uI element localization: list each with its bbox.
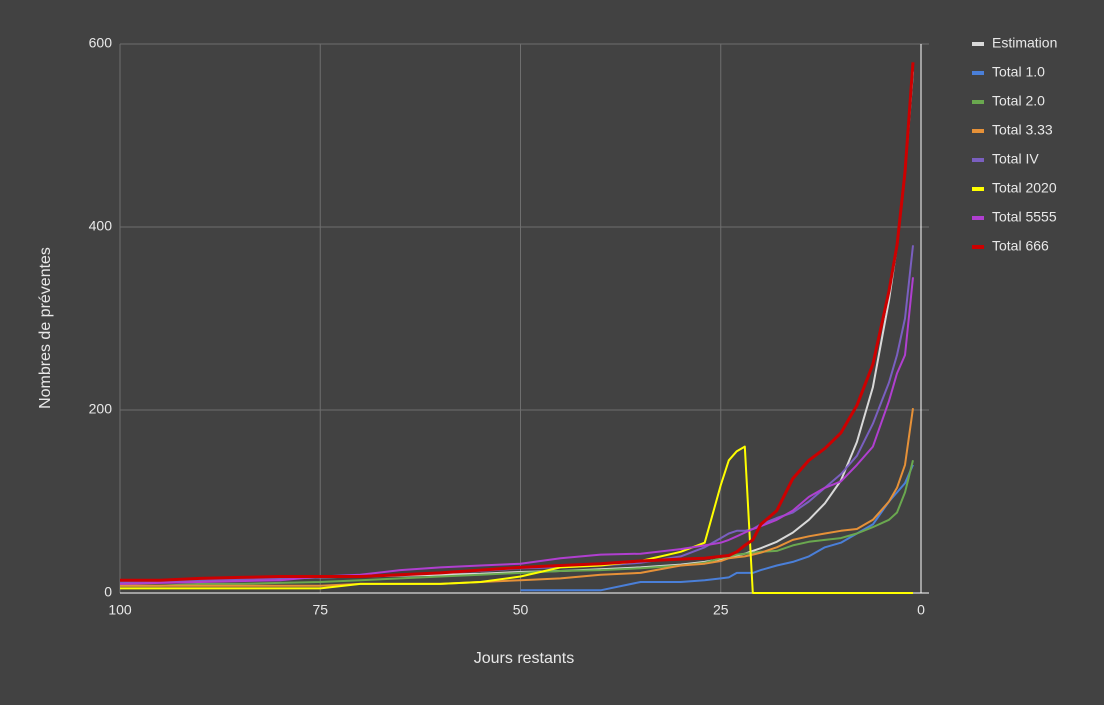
series-line xyxy=(120,62,915,582)
series-line xyxy=(520,464,914,592)
y-tick-label: 0 xyxy=(104,584,112,600)
legend-label: Total 2.0 xyxy=(992,93,1045,109)
y-tick-label: 400 xyxy=(89,218,113,234)
legend-label: Total IV xyxy=(992,151,1039,167)
x-tick-label: 50 xyxy=(513,602,529,618)
x-tick-label: 0 xyxy=(917,602,925,618)
x-tick-label: 75 xyxy=(312,602,328,618)
series-line xyxy=(120,460,914,587)
x-tick-label: 100 xyxy=(108,602,132,618)
x-tick-label: 25 xyxy=(713,602,729,618)
y-tick-label: 600 xyxy=(89,35,113,51)
y-tick-label: 200 xyxy=(89,401,113,417)
legend-label: Total 5555 xyxy=(992,209,1057,225)
legend-label: Total 666 xyxy=(992,238,1049,254)
series-line xyxy=(120,445,913,594)
y-axis-title: Nombres de préventes xyxy=(37,247,54,409)
legend-label: Total 3.33 xyxy=(992,122,1053,138)
legend-label: Total 1.0 xyxy=(992,64,1045,80)
x-axis-title: Jours restants xyxy=(474,650,574,667)
legend-label: Estimation xyxy=(992,35,1057,51)
legend-label: Total 2020 xyxy=(992,180,1057,196)
series-line xyxy=(120,408,914,587)
